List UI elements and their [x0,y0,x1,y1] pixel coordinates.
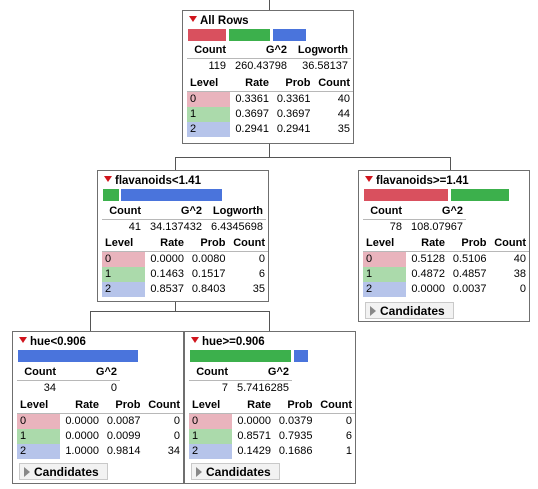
table-row: 0 0.5128 0.5106 40 [363,251,529,267]
node-all-rows: All Rows Count G^2 Logworth 119 260.43798 36… [182,10,354,144]
node-title[interactable]: hue<0.906 [19,335,86,349]
tree-connector [269,0,270,10]
node-levels-table: Level Rate Prob Count 0 0.0000 0.0080 0 1 0.146… [102,236,268,297]
node-levels-table: Level Rate Prob Count 0 0.5128 0.5106 40 1 0.48… [363,236,529,297]
level-2-bar [294,350,308,362]
expand-triangle-icon [196,467,202,477]
node-stats-table: Count G^2 7 5.7416285 [189,365,292,396]
tree-connector [90,311,270,312]
table-row: 0 0.0000 0.0379 0 [189,413,355,429]
table-row: 2 0.1429 0.1686 1 [189,444,355,459]
disclosure-triangle-icon[interactable] [189,16,197,22]
node-title[interactable]: flavanoids<1.41 [104,174,201,188]
candidates-button[interactable]: Candidates [19,463,108,480]
level-2-bar [273,29,306,41]
table-row: 1 0.1463 0.1517 6 [102,267,268,282]
table-row: 0 0.0000 0.0087 0 [17,413,183,429]
level-0-bar [364,189,448,201]
table-row: 1 0.0000 0.0099 0 [17,429,183,444]
table-row: 2 0.8537 0.8403 35 [102,282,268,297]
table-row: 1 0.8571 0.7935 6 [189,429,355,444]
level-0-bar [188,29,226,41]
node-hue-ge: hue>=0.906 Count G^2 7 5.7416285 Level Rate… [184,331,356,484]
tree-connector [175,157,176,170]
node-stats-table: Count G^2 Logworth 41 34.137432 6.4345698 [102,204,266,235]
node-title[interactable]: All Rows [189,14,249,28]
node-flavanoids-ge: flavanoids>=1.41 Count G^2 78 108.07967 Le… [358,170,530,322]
table-row: 2 0.0000 0.0037 0 [363,282,529,297]
node-flavanoids-lt: flavanoids<1.41 Count G^2 Logworth 41 34.13… [97,170,269,302]
tree-connector [90,311,91,331]
candidates-button[interactable]: Candidates [365,302,454,319]
tree-connector [450,157,451,170]
table-row: 2 1.0000 0.9814 34 [17,444,183,459]
table-row: 2 0.2941 0.2941 35 [187,122,353,137]
expand-triangle-icon [24,467,30,477]
table-row: 1 0.4872 0.4857 38 [363,267,529,282]
disclosure-triangle-icon[interactable] [104,176,112,182]
tree-connector [175,157,450,158]
tree-connector [175,302,176,311]
table-row: 0 0.3361 0.3361 40 [187,91,353,107]
level-2-bar [121,189,222,201]
disclosure-triangle-icon[interactable] [191,337,199,343]
level-1-bar [103,189,119,201]
node-stats-table: Count G^2 Logworth 119 260.43798 36.58137 [187,43,351,74]
tree-connector [269,144,270,157]
level-1-bar [190,350,291,362]
node-title[interactable]: flavanoids>=1.41 [365,174,469,188]
node-stats-table: Count G^2 78 108.07967 [363,204,466,235]
node-stats-table: Count G^2 34 0 [17,365,120,396]
node-levels-table: Level Rate Prob Count 0 0.3361 0.3361 40 1 0.36… [187,76,353,137]
level-1-bar [229,29,270,41]
candidates-button[interactable]: Candidates [191,463,280,480]
level-2-bar [18,350,138,362]
disclosure-triangle-icon[interactable] [19,337,27,343]
disclosure-triangle-icon[interactable] [365,176,373,182]
level-1-bar [451,189,509,201]
table-row: 0 0.0000 0.0080 0 [102,251,268,267]
node-levels-table: Level Rate Prob Count 0 0.0000 0.0379 0 1 0.857… [189,398,355,459]
tree-connector [269,311,270,331]
node-title[interactable]: hue>=0.906 [191,335,265,349]
node-hue-lt: hue<0.906 Count G^2 34 0 Level Rate Prob Coun… [12,331,184,484]
table-row: 1 0.3697 0.3697 44 [187,107,353,122]
node-levels-table: Level Rate Prob Count 0 0.0000 0.0087 0 1 0.000… [17,398,183,459]
expand-triangle-icon [370,306,376,316]
